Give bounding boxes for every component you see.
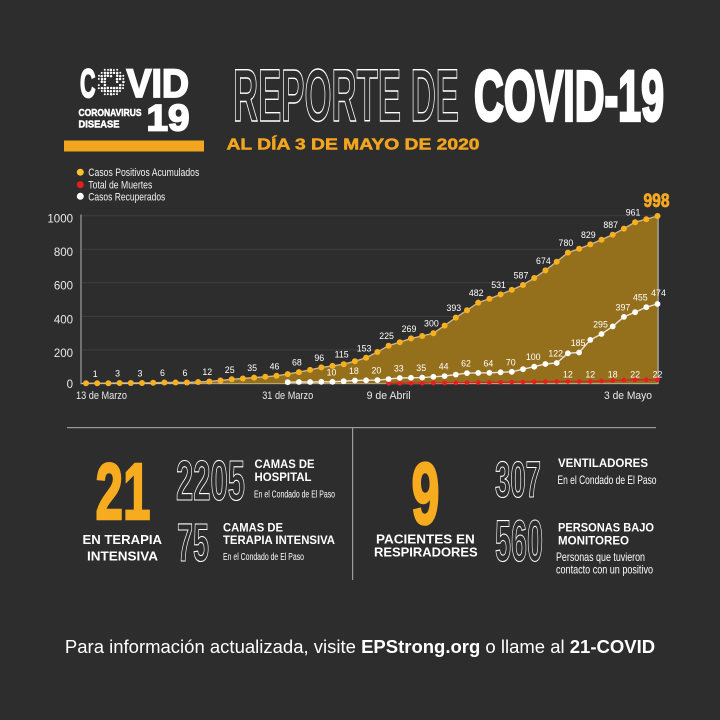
svg-text:9 de Abril: 9 de Abril: [367, 390, 411, 402]
svg-text:RESPIRADORES: RESPIRADORES: [374, 545, 478, 560]
svg-text:21: 21: [96, 447, 151, 536]
svg-text:295: 295: [593, 320, 608, 330]
svg-text:Casos Recuperados: Casos Recuperados: [88, 191, 165, 203]
svg-text:COVID-19: COVID-19: [474, 56, 664, 136]
svg-text:269: 269: [402, 324, 417, 334]
svg-text:100: 100: [526, 352, 541, 362]
svg-text:VENTILADORES: VENTILADORES: [558, 456, 648, 470]
svg-text:68: 68: [292, 358, 302, 368]
svg-text:393: 393: [446, 303, 461, 313]
svg-text:INTENSIVA: INTENSIVA: [87, 548, 158, 563]
svg-text:455: 455: [633, 293, 648, 303]
svg-text:9: 9: [412, 446, 440, 543]
svg-text:35: 35: [416, 363, 426, 373]
svg-text:MONITOREO: MONITOREO: [558, 534, 629, 548]
svg-text:CORONAVIRUS: CORONAVIRUS: [79, 108, 142, 119]
svg-text:62: 62: [461, 359, 471, 369]
svg-text:31 de Marzo: 31 de Marzo: [262, 390, 313, 402]
svg-text:AL DÍA 3 DE MAYO DE 2020: AL DÍA 3 DE MAYO DE 2020: [227, 134, 480, 153]
svg-text:482: 482: [469, 288, 484, 298]
svg-text:600: 600: [54, 281, 73, 293]
svg-text:Total de Muertes: Total de Muertes: [88, 180, 152, 192]
svg-text:35: 35: [247, 363, 257, 373]
svg-text:33: 33: [394, 364, 404, 374]
svg-text:300: 300: [424, 319, 439, 329]
svg-text:En el Condado de El Paso: En el Condado de El Paso: [558, 473, 657, 487]
svg-text:46: 46: [270, 361, 280, 371]
svg-text:En el Condado de El Paso: En el Condado de El Paso: [223, 552, 304, 563]
svg-text:PACIENTES EN: PACIENTES EN: [376, 532, 475, 547]
svg-text:EN TERAPIA: EN TERAPIA: [83, 532, 163, 547]
svg-text:18: 18: [608, 370, 618, 380]
svg-text:531: 531: [491, 280, 506, 290]
svg-text:153: 153: [357, 343, 372, 353]
svg-text:25: 25: [225, 365, 235, 375]
svg-text:397: 397: [616, 302, 631, 312]
svg-text:0: 0: [67, 379, 73, 391]
svg-text:115: 115: [335, 350, 349, 360]
svg-text:96: 96: [314, 353, 324, 363]
svg-text:Casos Positivos Acumulados: Casos Positivos Acumulados: [88, 167, 199, 179]
svg-text:44: 44: [439, 362, 449, 372]
svg-text:22: 22: [630, 370, 640, 380]
svg-text:400: 400: [54, 314, 73, 326]
svg-text:19: 19: [147, 97, 190, 139]
svg-text:12: 12: [563, 370, 573, 380]
svg-text:VID: VID: [127, 62, 190, 106]
svg-text:829: 829: [581, 230, 596, 240]
svg-text:560: 560: [495, 509, 543, 574]
svg-text:12: 12: [585, 370, 595, 380]
svg-text:18: 18: [349, 366, 359, 376]
svg-text:Personas que tuvieron: Personas que tuvieron: [556, 550, 645, 564]
svg-text:CAMAS DE: CAMAS DE: [223, 521, 283, 535]
svg-text:780: 780: [559, 238, 574, 248]
svg-text:800: 800: [54, 247, 73, 259]
svg-text:474: 474: [651, 288, 666, 298]
svg-text:C: C: [80, 62, 96, 106]
svg-text:122: 122: [548, 349, 563, 359]
svg-text:1000: 1000: [47, 214, 73, 226]
svg-text:En el Condado de El Paso: En el Condado de El Paso: [254, 490, 335, 501]
svg-text:185: 185: [571, 338, 586, 348]
svg-text:DISEASE: DISEASE: [79, 119, 120, 130]
svg-text:22: 22: [653, 370, 663, 380]
svg-text:3: 3: [138, 369, 143, 379]
svg-text:6: 6: [160, 368, 165, 378]
svg-text:12: 12: [202, 367, 212, 377]
svg-text:contacto con un positivo: contacto con un positivo: [556, 563, 653, 577]
svg-text:HOSPITAL: HOSPITAL: [255, 470, 312, 484]
svg-text:3 de Mayo: 3 de Mayo: [604, 390, 652, 402]
svg-text:REPORTE DE: REPORTE DE: [233, 54, 459, 137]
svg-text:PERSONAS BAJO: PERSONAS BAJO: [558, 521, 654, 535]
svg-text:998: 998: [644, 190, 670, 212]
svg-text:64: 64: [484, 358, 494, 368]
svg-text:307: 307: [495, 451, 541, 508]
svg-text:70: 70: [506, 357, 516, 367]
svg-text:13 de Marzo: 13 de Marzo: [76, 390, 127, 402]
svg-text:887: 887: [603, 220, 618, 230]
svg-text:CAMAS DE: CAMAS DE: [255, 457, 315, 471]
svg-text:20: 20: [372, 366, 382, 376]
svg-text:1: 1: [93, 369, 98, 379]
svg-text:961: 961: [626, 208, 641, 218]
svg-text:TERAPIA INTENSIVA: TERAPIA INTENSIVA: [223, 533, 335, 547]
svg-text:6: 6: [182, 368, 187, 378]
svg-text:587: 587: [514, 271, 529, 281]
svg-text:225: 225: [379, 331, 394, 341]
svg-text:10: 10: [327, 367, 337, 377]
svg-text:674: 674: [536, 256, 551, 266]
svg-text:200: 200: [54, 348, 73, 360]
svg-text:3: 3: [115, 369, 120, 379]
svg-text:75: 75: [177, 513, 209, 573]
svg-text:2205: 2205: [176, 449, 245, 513]
